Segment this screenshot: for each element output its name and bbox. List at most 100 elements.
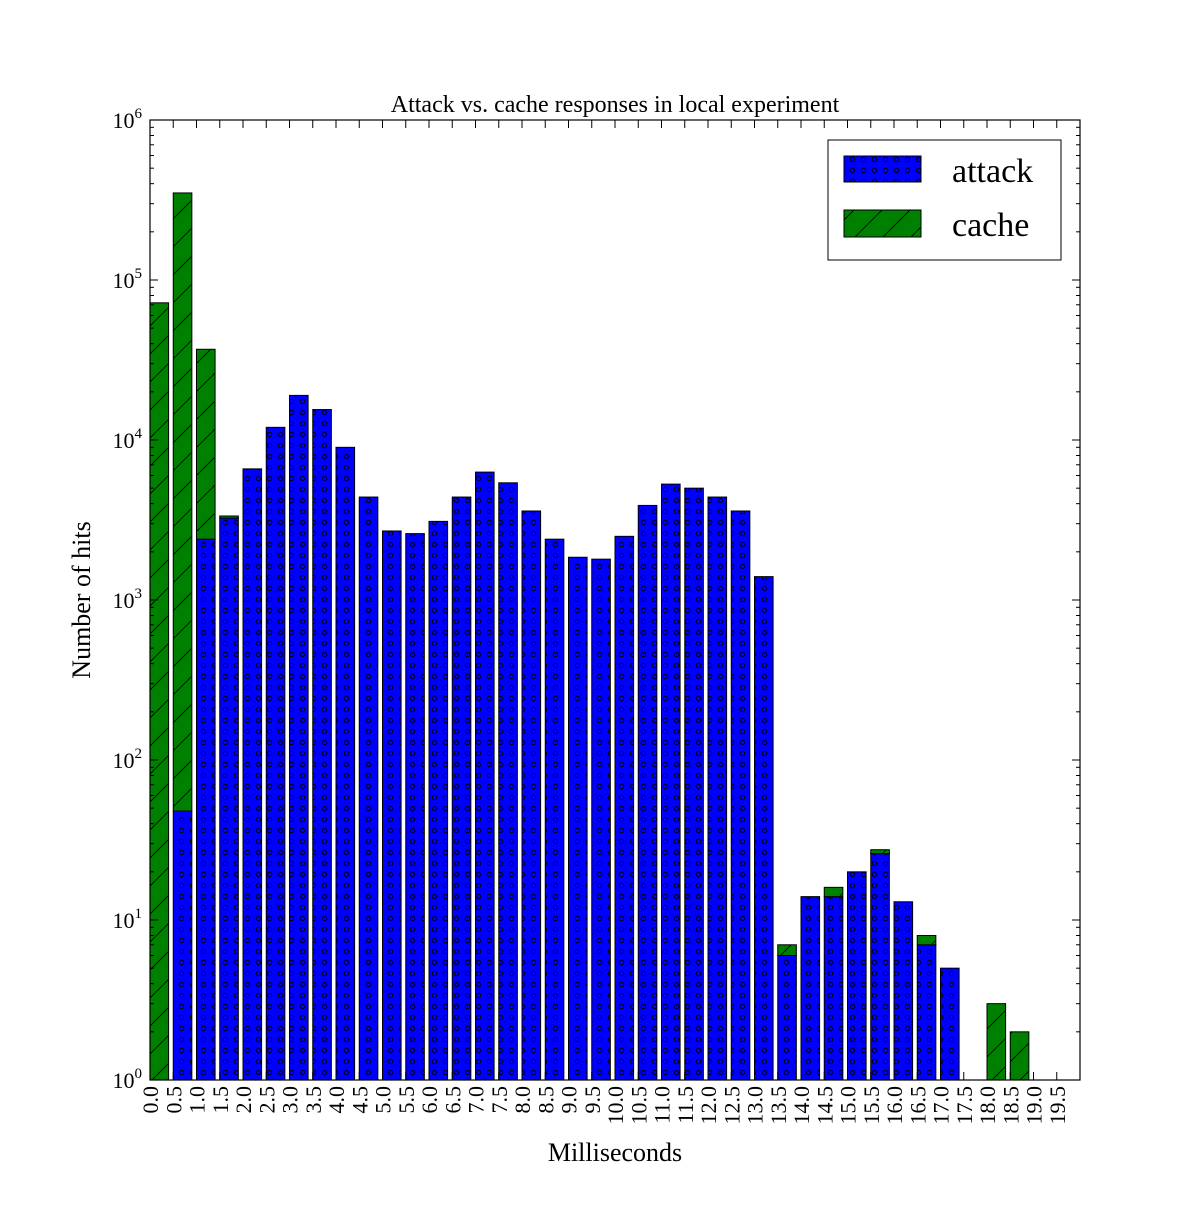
x-tick-label: 7.5 — [487, 1086, 512, 1114]
legend-swatch-cache — [843, 209, 922, 238]
x-tick-label: 18.0 — [975, 1086, 1000, 1125]
attack-bar — [382, 530, 402, 1081]
attack-bar — [498, 482, 518, 1081]
legend-label-cache: cache — [952, 207, 1029, 244]
legend: attack cache — [827, 139, 1062, 261]
cache-bar — [823, 886, 844, 898]
attack-bar — [777, 954, 797, 1081]
legend-label-attack: attack — [952, 153, 1033, 190]
y-tick-label: 102 — [113, 746, 143, 773]
x-tick-label: 7.0 — [464, 1086, 489, 1114]
x-tick-label: 14.5 — [812, 1086, 837, 1125]
y-tick-label: 103 — [113, 586, 143, 613]
x-tick-label: 2.0 — [231, 1086, 256, 1114]
y-tick-label: 104 — [113, 426, 143, 453]
x-tick-label: 9.0 — [557, 1086, 582, 1114]
attack-bar — [847, 871, 867, 1081]
x-tick-label: 0.5 — [161, 1086, 186, 1114]
cache-bar — [149, 302, 170, 1081]
cache-bar — [219, 515, 239, 519]
attack-bar — [800, 896, 821, 1081]
attack-bar — [172, 810, 193, 1081]
x-tick-label: 3.0 — [278, 1086, 303, 1114]
x-tick-label: 16.0 — [882, 1086, 907, 1125]
x-tick-label: 17.5 — [952, 1086, 977, 1125]
x-tick-label: 12.5 — [719, 1086, 744, 1125]
x-tick-label: 16.5 — [905, 1086, 930, 1125]
attack-bar — [544, 538, 565, 1081]
bars-layer — [149, 192, 1030, 1081]
attack-bar — [451, 496, 472, 1081]
x-tick-label: 17.0 — [929, 1086, 954, 1125]
attack-bar — [568, 556, 588, 1081]
attack-bar — [358, 496, 379, 1081]
attack-bar — [754, 576, 774, 1081]
attack-bar — [265, 426, 286, 1081]
attack-bar — [405, 533, 425, 1081]
x-tick-label: 11.0 — [650, 1086, 675, 1124]
x-tick-label: 4.5 — [347, 1086, 372, 1114]
cache-bar — [196, 348, 216, 540]
x-tick-label: 11.5 — [673, 1086, 698, 1124]
cache-bar — [986, 1003, 1007, 1081]
legend-swatch-attack — [843, 155, 922, 183]
x-axis-title: Milliseconds — [548, 1138, 682, 1167]
x-tick-label: 13.0 — [743, 1086, 768, 1125]
attack-bar — [707, 496, 728, 1081]
x-tick-label: 4.0 — [324, 1086, 349, 1114]
attack-bar — [219, 517, 239, 1081]
x-tick-label: 2.5 — [254, 1086, 279, 1114]
attack-bar — [916, 944, 937, 1081]
x-tick-label: 5.0 — [371, 1086, 396, 1114]
attack-bar — [242, 468, 263, 1081]
x-tick-label: 15.0 — [836, 1086, 861, 1125]
attack-bar — [521, 510, 542, 1081]
y-tick-label: 101 — [113, 906, 143, 933]
attack-bar — [870, 853, 890, 1081]
x-tick-label: 3.5 — [301, 1086, 326, 1114]
attack-bar — [591, 558, 611, 1081]
cache-bar — [1009, 1031, 1030, 1081]
attack-bar — [428, 520, 449, 1081]
attack-bar — [196, 538, 216, 1081]
x-tick-label: 19.5 — [1045, 1086, 1070, 1125]
attack-bar — [661, 483, 681, 1081]
y-tick-label: 106 — [113, 106, 143, 133]
x-tick-label: 13.5 — [766, 1086, 791, 1125]
x-tick-label: 19.0 — [1022, 1086, 1047, 1125]
axes-layer: 1001011021031041051060.00.51.01.52.02.53… — [113, 106, 1081, 1125]
x-tick-label: 1.0 — [185, 1086, 210, 1114]
attack-bar — [289, 394, 309, 1081]
x-tick-label: 14.0 — [789, 1086, 814, 1125]
y-tick-label: 100 — [113, 1066, 143, 1093]
x-tick-label: 8.0 — [510, 1086, 535, 1114]
attack-bar — [823, 896, 844, 1081]
attack-bar — [312, 409, 332, 1081]
y-axis-title: Number of hits — [67, 521, 96, 678]
attack-bar — [614, 535, 635, 1081]
cache-bar — [916, 935, 937, 946]
cache-bar — [172, 192, 193, 812]
cache-bar — [870, 849, 890, 855]
x-tick-label: 12.0 — [696, 1086, 721, 1125]
x-tick-label: 6.0 — [417, 1086, 442, 1114]
cache-bar — [777, 944, 797, 956]
x-tick-label: 10.5 — [626, 1086, 651, 1125]
x-tick-label: 8.5 — [533, 1086, 558, 1114]
x-tick-label: 9.5 — [580, 1086, 605, 1114]
x-tick-label: 15.5 — [859, 1086, 884, 1125]
attack-bar — [893, 901, 914, 1081]
x-tick-label: 1.5 — [208, 1086, 233, 1114]
attack-bar — [335, 446, 356, 1081]
y-tick-label: 105 — [113, 266, 143, 293]
attack-bar — [475, 471, 495, 1081]
attack-bar — [940, 967, 960, 1081]
x-tick-label: 6.5 — [440, 1086, 465, 1114]
x-tick-label: 10.0 — [603, 1086, 628, 1125]
x-tick-label: 0.0 — [138, 1086, 163, 1114]
x-tick-label: 18.5 — [998, 1086, 1023, 1125]
chart-title: Attack vs. cache responses in local expe… — [391, 92, 840, 118]
x-tick-label: 5.5 — [394, 1086, 419, 1114]
